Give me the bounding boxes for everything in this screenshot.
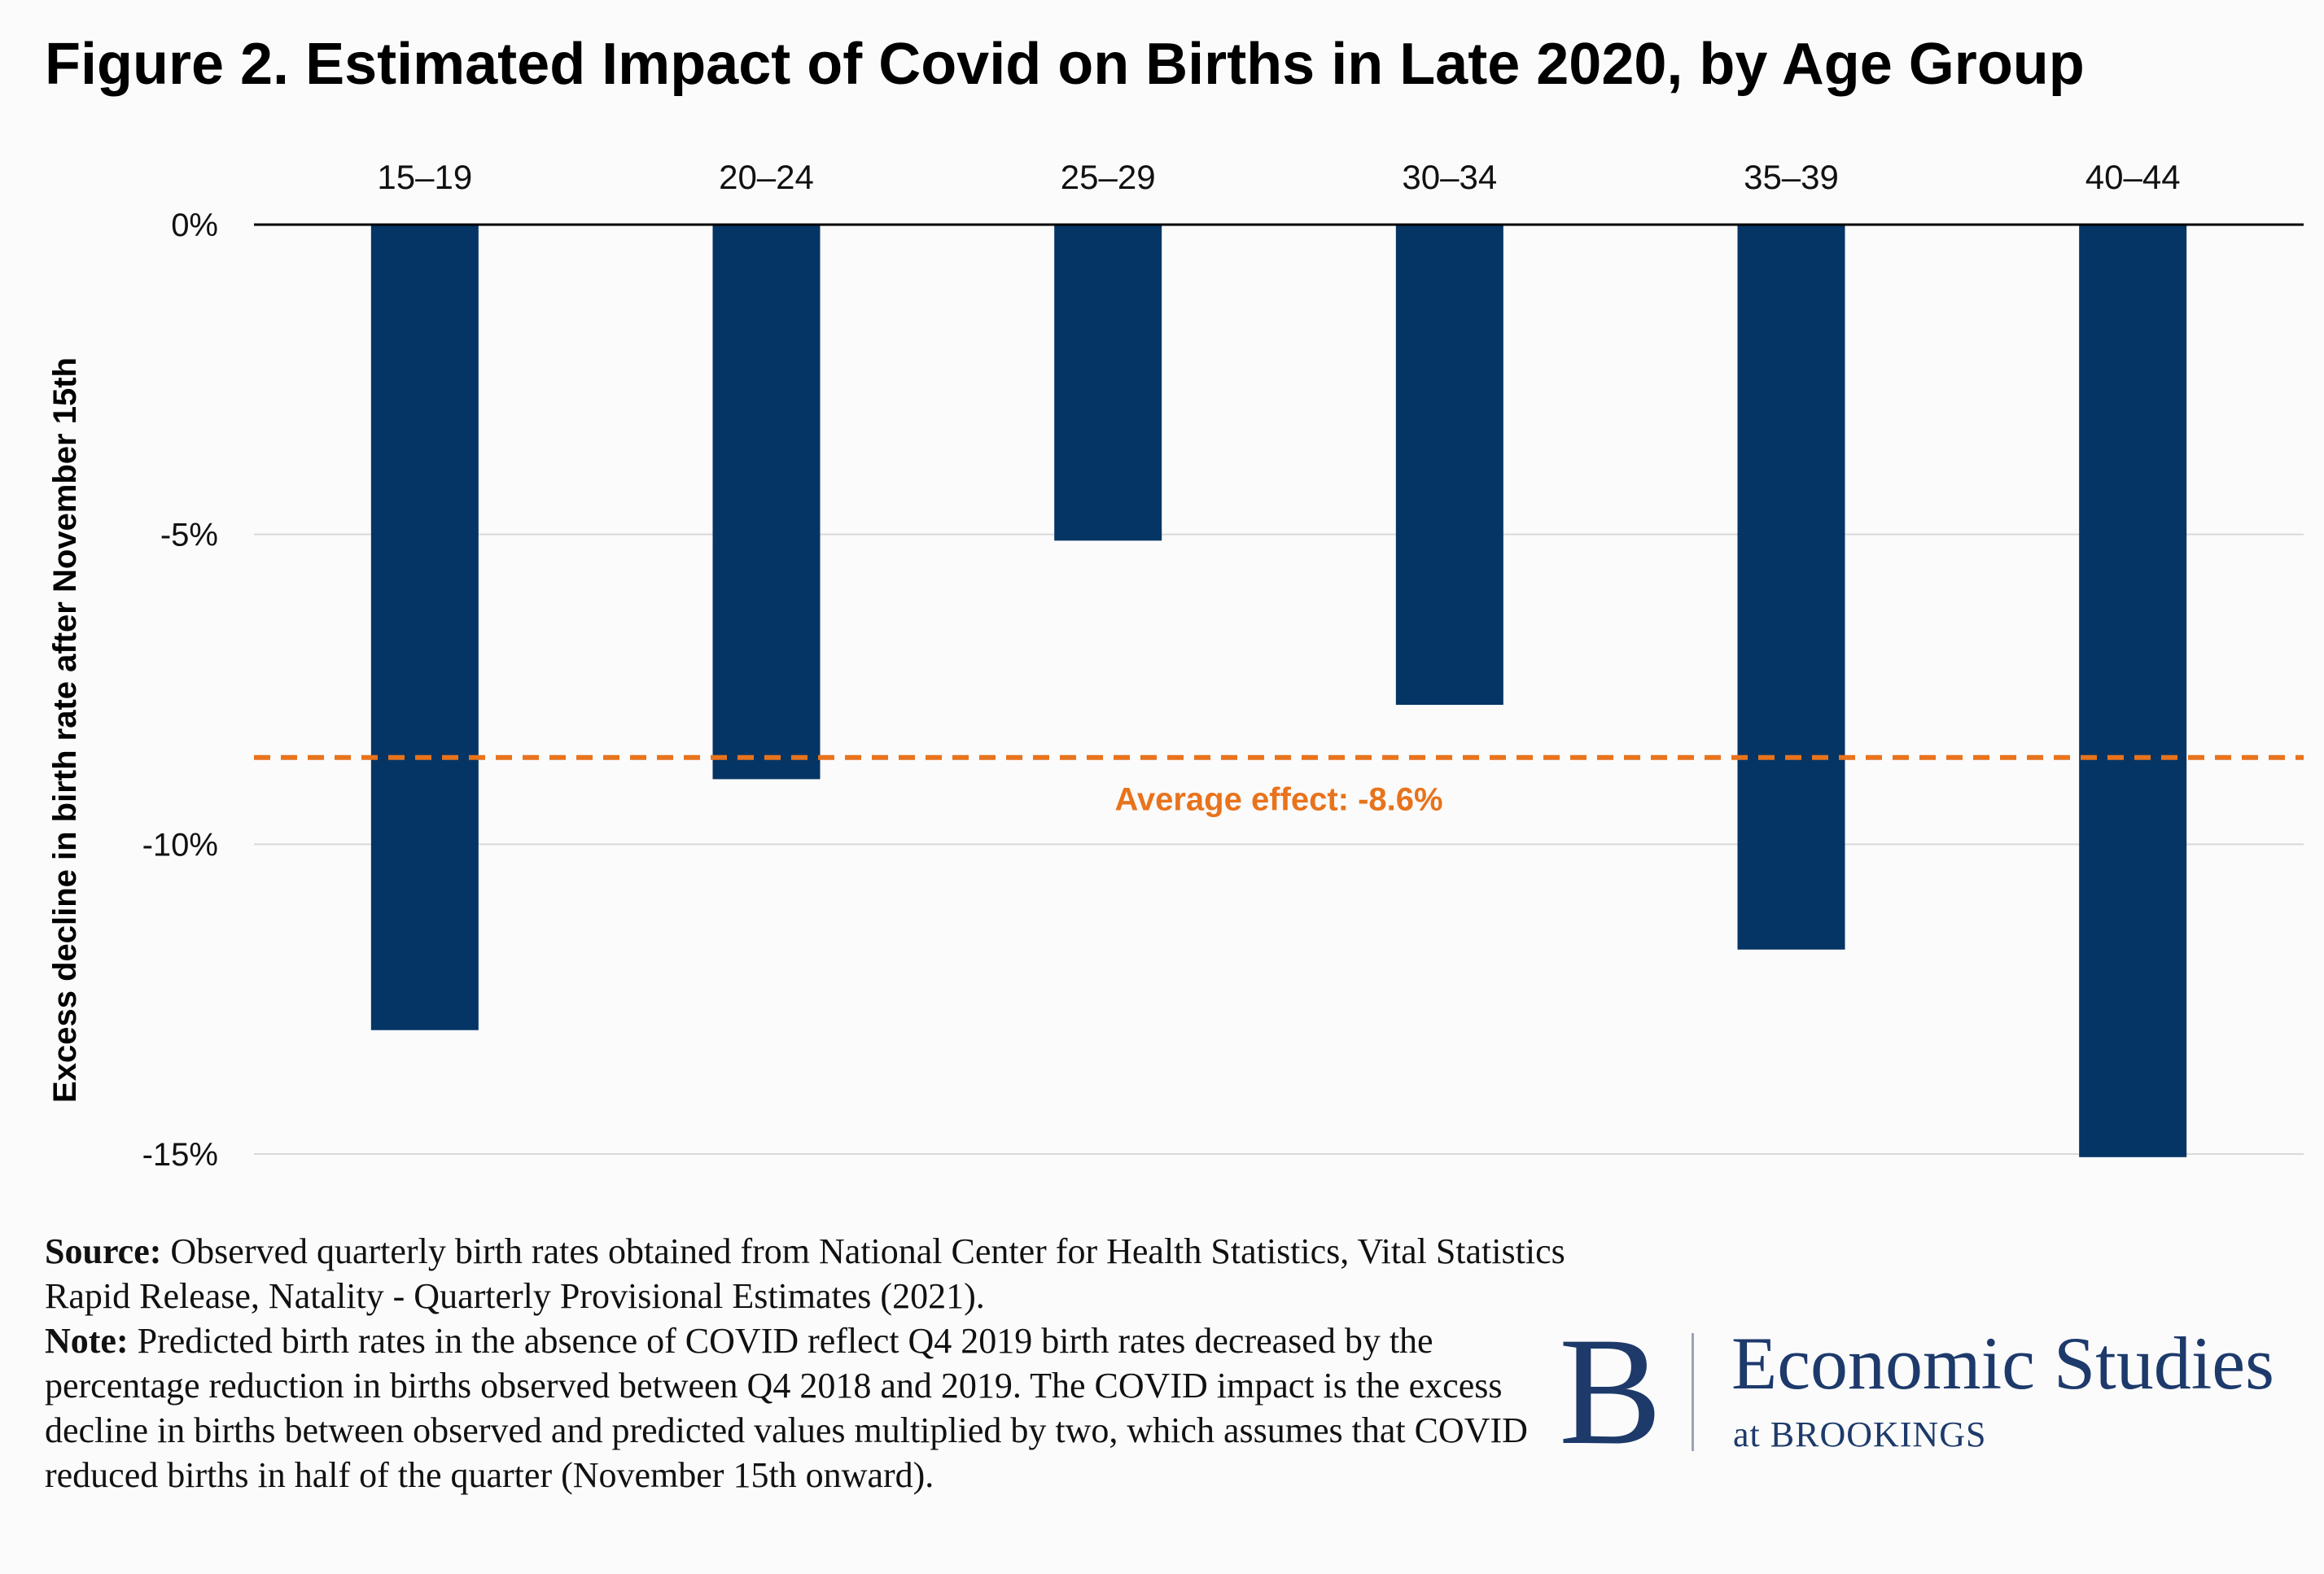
notes-block: Source: Observed quarterly birth rates o…	[45, 1229, 1591, 1497]
average-effect-label: Average effect: -8.6%	[1114, 782, 1442, 818]
y-tick-label: -10%	[142, 827, 218, 863]
source-label: Source:	[45, 1231, 162, 1271]
bar-35-39	[1737, 225, 1845, 950]
y-tick-label: -15%	[142, 1137, 218, 1173]
brookings-logo: B Economic Studies at BROOKINGS	[1559, 1310, 2316, 1473]
x-tick-label: 30–34	[1402, 158, 1497, 196]
method-note: Note: Predicted birth rates in the absen…	[45, 1318, 1591, 1497]
source-note: Source: Observed quarterly birth rates o…	[45, 1229, 1591, 1318]
logo-subtitle: at BROOKINGS	[1733, 1414, 1987, 1454]
y-tick-label: 0%	[171, 208, 218, 243]
bar-15-19	[370, 225, 479, 1030]
logo-name: Economic Studies	[1731, 1322, 2274, 1405]
bar-20-24	[712, 225, 821, 780]
x-tick-label: 15–19	[377, 158, 472, 196]
logo-divider	[1692, 1333, 1694, 1451]
logo-letter: B	[1559, 1306, 1662, 1477]
x-tick-labels: 15–19 20–24 25–29 30–34 35–39 40–44	[377, 158, 2180, 196]
y-tick-labels: 0% -5% -10% -15%	[142, 208, 218, 1173]
gridlines	[254, 533, 2304, 1155]
source-text: Observed quarterly birth rates obtained …	[45, 1231, 1565, 1316]
x-tick-label: 20–24	[719, 158, 814, 196]
x-tick-label: 40–44	[2085, 158, 2181, 196]
y-axis-label: Excess decline in birth rate after Novem…	[47, 357, 83, 1103]
x-tick-label: 35–39	[1744, 158, 1839, 196]
bar-chart: 0% -5% -10% -15% 15–19 20–24 25–29 30–34 35–39 4…	[47, 158, 2304, 1173]
bar-25-29	[1054, 225, 1162, 541]
bar-40-44	[2079, 225, 2187, 1157]
note-label: Note:	[45, 1321, 129, 1361]
x-tick-label: 25–29	[1061, 158, 1156, 196]
y-tick-label: -5%	[160, 518, 218, 553]
page-title: Figure 2. Estimated Impact of Covid on B…	[45, 32, 2085, 97]
bars	[370, 225, 2187, 1157]
bar-30-34	[1395, 225, 1503, 706]
note-text: Predicted birth rates in the absence of …	[45, 1321, 1528, 1495]
